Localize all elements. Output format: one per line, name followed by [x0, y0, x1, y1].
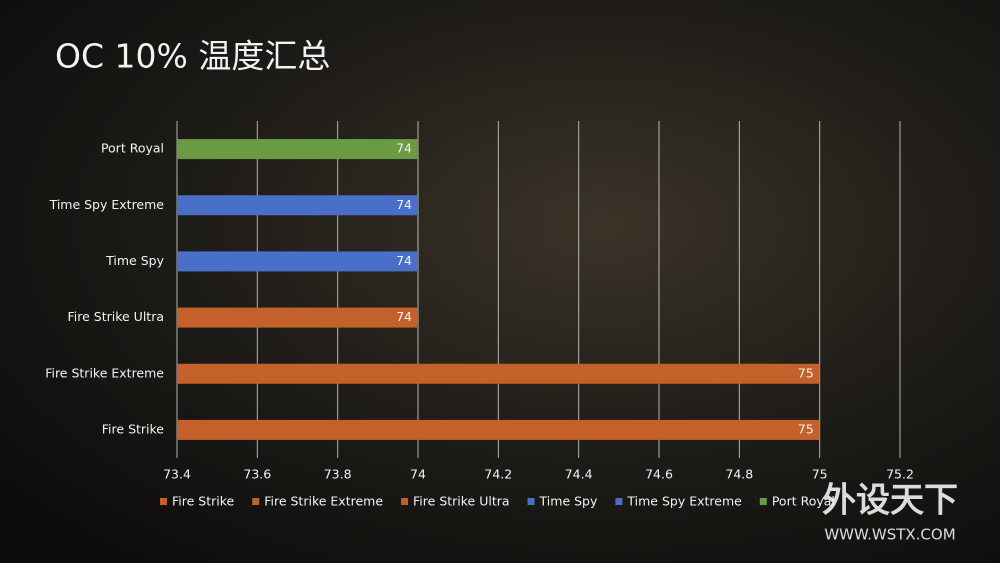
value-label: 75 [798, 365, 814, 380]
bar [177, 139, 418, 160]
legend-swatch [615, 498, 623, 505]
bar [177, 363, 820, 384]
x-tick-label: 75 [812, 467, 828, 482]
legend-swatch [759, 498, 767, 505]
value-label: 74 [396, 309, 412, 324]
legend-label: Fire Strike Extreme [264, 494, 383, 509]
y-tick-label: Fire Strike [102, 421, 165, 436]
x-tick-label: 73.6 [243, 467, 271, 482]
legend-label: Port Royal [772, 494, 835, 509]
legend-label: Time Spy Extreme [626, 494, 742, 509]
y-tick-label: Time Spy [105, 253, 164, 268]
legend-label: Time Spy [539, 494, 598, 509]
x-tick-label: 73.4 [163, 467, 191, 482]
y-tick-label: Fire Strike Extreme [45, 365, 164, 380]
watermark-name: 外设天下 [822, 481, 958, 521]
bar [177, 195, 418, 216]
value-label: 74 [396, 141, 412, 156]
legend-label: Fire Strike Ultra [413, 494, 510, 509]
chart-title: OC 10% 温度汇总 [55, 37, 330, 76]
x-tick-label: 74.2 [484, 467, 512, 482]
y-tick-label: Port Royal [101, 141, 164, 156]
x-tick-label: 74.4 [565, 467, 593, 482]
y-tick-label: Time Spy Extreme [49, 197, 165, 212]
value-label: 74 [396, 197, 412, 212]
legend-swatch [160, 498, 167, 505]
bar [177, 251, 418, 272]
legend-label: Fire Strike [172, 494, 235, 509]
y-tick-label: Fire Strike Ultra [67, 309, 164, 324]
legend-swatch [401, 498, 409, 505]
x-tick-label: 74.6 [645, 467, 673, 482]
value-label: 75 [798, 421, 814, 436]
watermark-url: WWW.WSTX.COM [824, 526, 955, 544]
x-tick-label: 74.8 [725, 467, 753, 482]
x-tick-label: 75.2 [886, 467, 914, 482]
x-tick-label: 74 [410, 467, 426, 482]
legend-swatch [527, 498, 535, 505]
legend-swatch [252, 498, 260, 505]
bar [177, 419, 820, 440]
value-label: 74 [396, 253, 412, 268]
bar [177, 307, 418, 328]
x-tick-label: 73.8 [324, 467, 352, 482]
